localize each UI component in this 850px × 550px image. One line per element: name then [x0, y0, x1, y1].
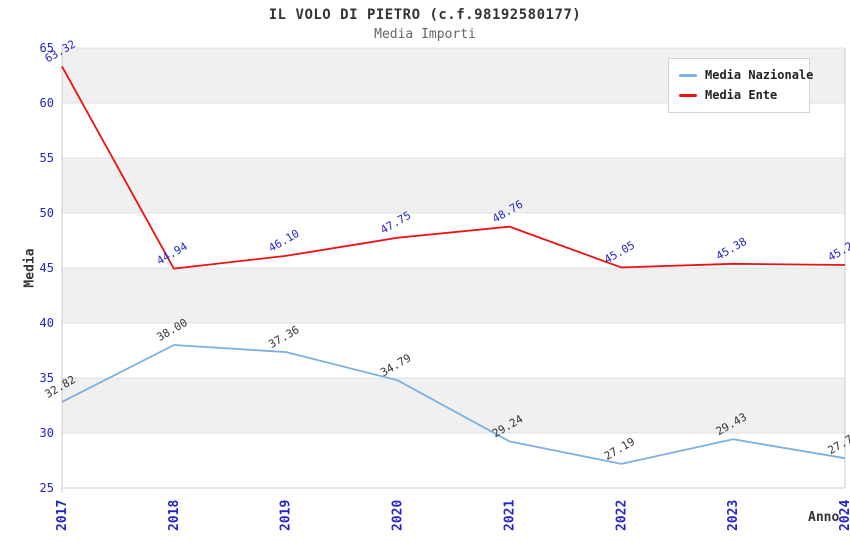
x-tick-label: 2021: [502, 500, 517, 531]
x-axis-title: Anno: [808, 510, 840, 525]
legend-item-media-nazionale[interactable]: Media Nazionale: [679, 65, 813, 85]
data-label-media-nazionale: 27.19: [602, 435, 637, 463]
data-label-media-nazionale: 37.36: [266, 323, 301, 351]
data-label-media-ente: 45.27: [826, 236, 850, 264]
y-tick-label: 60: [40, 96, 54, 110]
y-tick-label: 45: [40, 261, 54, 275]
x-tick-label: 2023: [726, 500, 741, 531]
data-label-media-ente: 45.38: [714, 235, 749, 263]
y-tick-label: 40: [40, 316, 54, 330]
x-tick-label: 2018: [167, 500, 182, 531]
legend-item-media-ente[interactable]: Media Ente: [679, 85, 799, 105]
series-line-media-ente: [61, 66, 846, 270]
legend-label-media-ente: Media Ente: [705, 88, 778, 102]
legend-swatch-media-ente: [679, 93, 697, 97]
x-tick-label: 2020: [391, 500, 406, 531]
x-tick-label: 2017: [55, 500, 70, 531]
x-tick-label: 2019: [279, 500, 294, 531]
y-tick-label: 35: [40, 371, 54, 385]
y-tick-label: 25: [40, 481, 54, 495]
data-label-media-nazionale: 34.79: [378, 351, 413, 379]
y-tick-label: 55: [40, 151, 54, 165]
legend-swatch-media-nazionale: [679, 73, 697, 77]
y-tick-label: 65: [40, 41, 54, 55]
x-tick-label: 2022: [614, 500, 629, 531]
y-tick-label: 30: [40, 426, 54, 440]
data-label-media-ente: 45.05: [602, 239, 637, 267]
chart-subtitle: Media Importi: [374, 27, 476, 42]
plot-band: [62, 268, 845, 323]
plot-band: [62, 378, 845, 433]
series-line-media-nazionale: [61, 344, 846, 465]
data-label-media-ente: 46.10: [266, 227, 301, 255]
y-tick-label: 50: [40, 206, 54, 220]
plot-band: [62, 158, 845, 213]
chart-title: IL VOLO DI PIETRO (c.f.98192580177): [268, 7, 582, 23]
legend-label-media-nazionale: Media Nazionale: [705, 68, 814, 82]
x-tick-label: 2024: [838, 500, 850, 531]
legend: Media Nazionale Media Ente: [668, 58, 813, 113]
y-axis-title: Media: [22, 248, 38, 288]
